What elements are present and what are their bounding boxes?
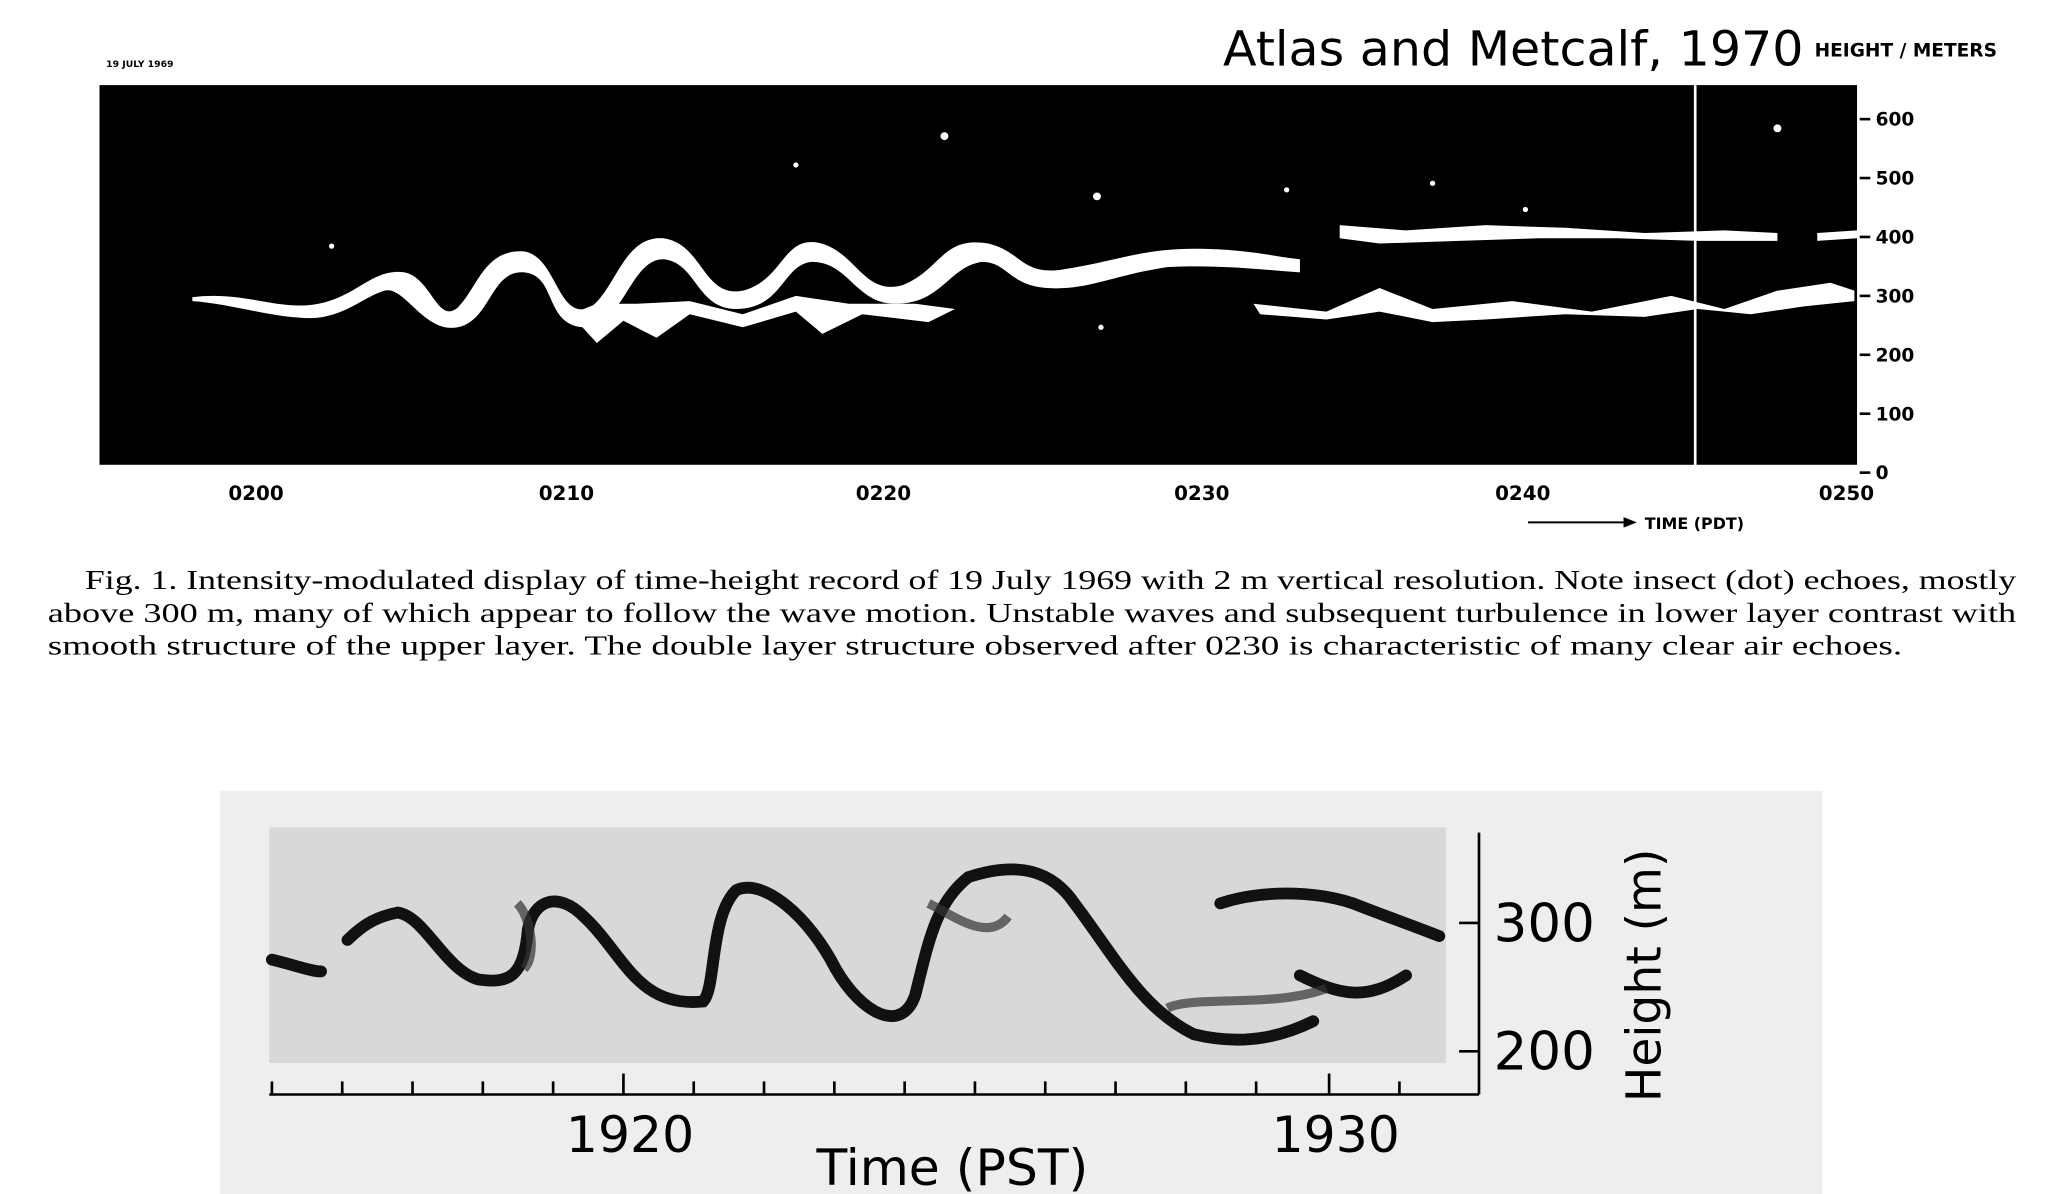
caption-line: above 300 m, many of which appear to fol… (48, 597, 2017, 628)
height-tick-label: 0 (1876, 463, 1889, 484)
time-tick-label: 0200 (228, 482, 283, 505)
caption-line: Fig. 1. Intensity-modulated display of t… (85, 564, 2017, 595)
radar-panel-top (99, 85, 1858, 469)
height-axis-bottom: 300 200 (1459, 894, 1595, 1083)
time-tick-label: 1920 (566, 1106, 694, 1164)
time-tick-label: 0250 (1819, 482, 1874, 505)
time-tick-label: 0220 (856, 482, 911, 505)
time-tick-label: 0230 (1174, 482, 1229, 505)
page-title: Atlas and Metcalf, 1970 (1223, 22, 1804, 78)
radar-panel-bottom (220, 790, 1823, 1194)
record-date: 19 JULY 1969 (106, 59, 173, 70)
time-axis-bottom: 1920 1930 (566, 1073, 1400, 1164)
time-arrow-head (1623, 517, 1637, 528)
height-tick-label: 500 (1876, 169, 1915, 190)
height-tick-label: 100 (1876, 404, 1915, 425)
height-tick-label: 600 (1876, 110, 1915, 131)
time-tick-label: 0210 (539, 482, 594, 505)
height-tick-label: 200 (1876, 345, 1915, 366)
height-axis: 600 500 400 300 200 100 0 (1859, 110, 1915, 484)
time-axis-title: TIME (PDT) (1645, 514, 1744, 533)
height-tick-label: 200 (1494, 1022, 1595, 1083)
height-axis-title-bottom: Height (m) (1617, 849, 1672, 1102)
height-tick-label: 400 (1876, 228, 1915, 249)
height-tick-label: 300 (1876, 287, 1915, 308)
height-tick-label: 300 (1494, 894, 1595, 955)
time-tick-label: 1930 (1272, 1106, 1400, 1164)
time-axis: 0200 0210 0220 0230 0240 0250 (228, 482, 1874, 505)
time-axis-title-bottom: Time (PST) (815, 1139, 1088, 1194)
time-tick-label: 0240 (1495, 482, 1550, 505)
height-axis-title: HEIGHT / METERS (1815, 40, 1997, 61)
caption-line: smooth structure of the upper layer. The… (48, 630, 1902, 661)
